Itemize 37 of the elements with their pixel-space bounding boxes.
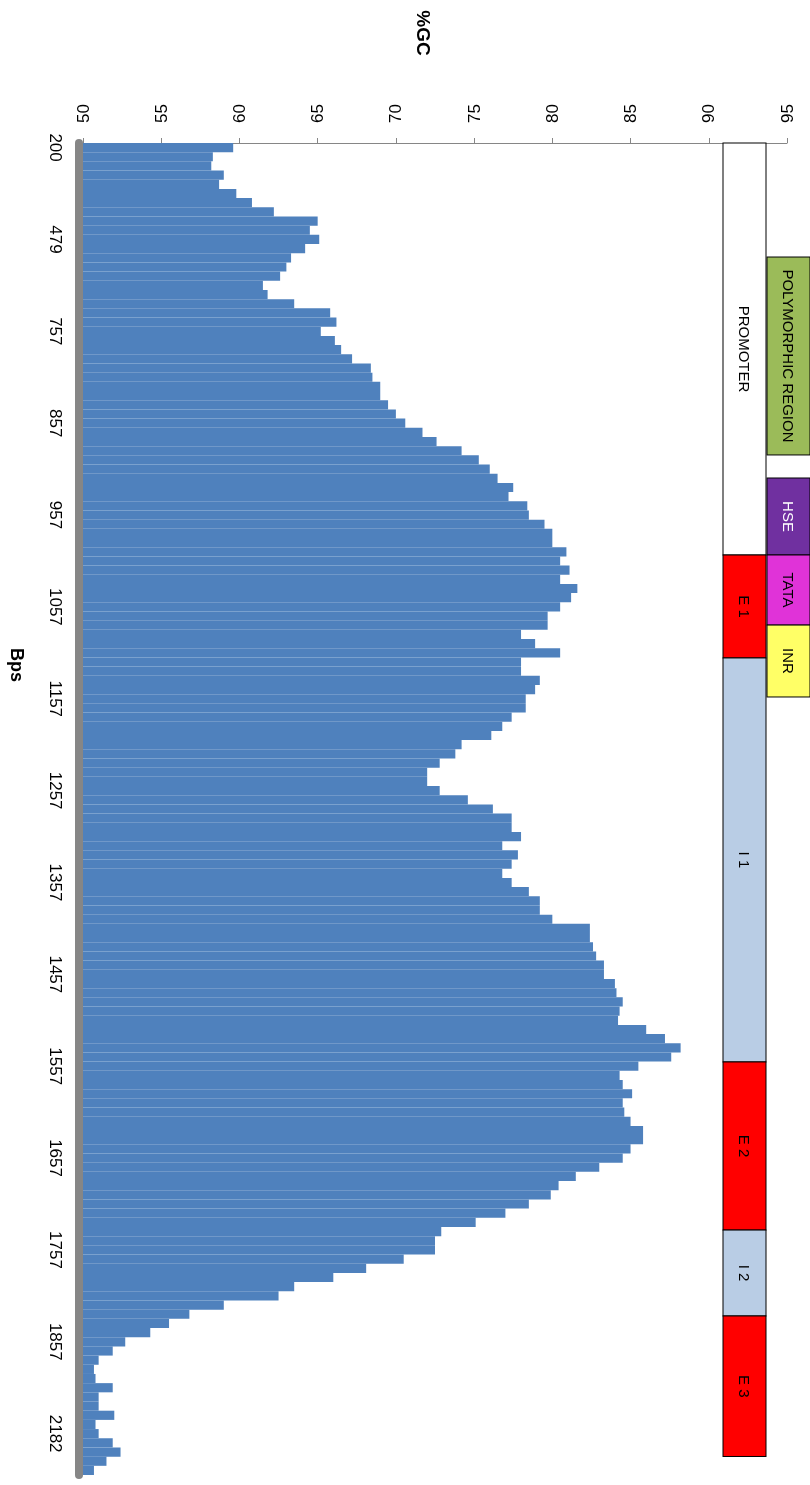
y-axis-title: Bps bbox=[7, 647, 27, 683]
x-tick-label: 85 bbox=[621, 104, 641, 123]
x-tick-label: 60 bbox=[229, 104, 249, 123]
annotation: I 2 bbox=[736, 1264, 753, 1282]
x-tick-label: 50 bbox=[73, 104, 93, 123]
y-tick-label: 200 bbox=[46, 133, 65, 162]
y-tick-label: 479 bbox=[46, 225, 65, 254]
x-tick-label: 80 bbox=[542, 104, 562, 123]
x-tick-label: 55 bbox=[151, 104, 171, 123]
y-tick-label: 1157 bbox=[46, 680, 65, 718]
y-tick-label: 1557 bbox=[46, 1047, 65, 1086]
y-tick-label: 957 bbox=[46, 500, 65, 530]
y-tick-label: 1757 bbox=[46, 1231, 65, 1269]
annotation: E 2 bbox=[736, 1134, 753, 1158]
x-tick-label: 70 bbox=[386, 104, 406, 123]
y-tick-label: 1357 bbox=[46, 863, 65, 902]
annotation: INR bbox=[780, 648, 797, 675]
annotation: POLYMORPHIC REGION bbox=[780, 269, 797, 443]
annotation: E 1 bbox=[736, 595, 753, 618]
annotation: TATA bbox=[780, 572, 797, 608]
y-tick-label: 857 bbox=[46, 408, 65, 438]
x-tick-label: 75 bbox=[464, 104, 484, 123]
annotation: I 1 bbox=[736, 851, 753, 869]
annotation: PROMOTER bbox=[736, 305, 753, 393]
annotation: E 3 bbox=[736, 1374, 753, 1398]
y-tick-label: 1657 bbox=[46, 1139, 65, 1177]
chart-title: %GC bbox=[412, 10, 434, 56]
x-tick-label: 90 bbox=[699, 104, 719, 123]
y-tick-label: 1857 bbox=[46, 1322, 65, 1361]
annotation: HSE bbox=[780, 501, 797, 532]
y-tick-label: 2182 bbox=[46, 1414, 65, 1453]
y-tick-label: 757 bbox=[46, 317, 65, 346]
y-tick-label: 1457 bbox=[46, 955, 65, 994]
y-tick-label: 1257 bbox=[46, 771, 65, 810]
x-tick-label: 95 bbox=[777, 104, 797, 123]
y-tick-label: 1057 bbox=[46, 587, 65, 626]
x-tick-label: 65 bbox=[308, 104, 328, 123]
